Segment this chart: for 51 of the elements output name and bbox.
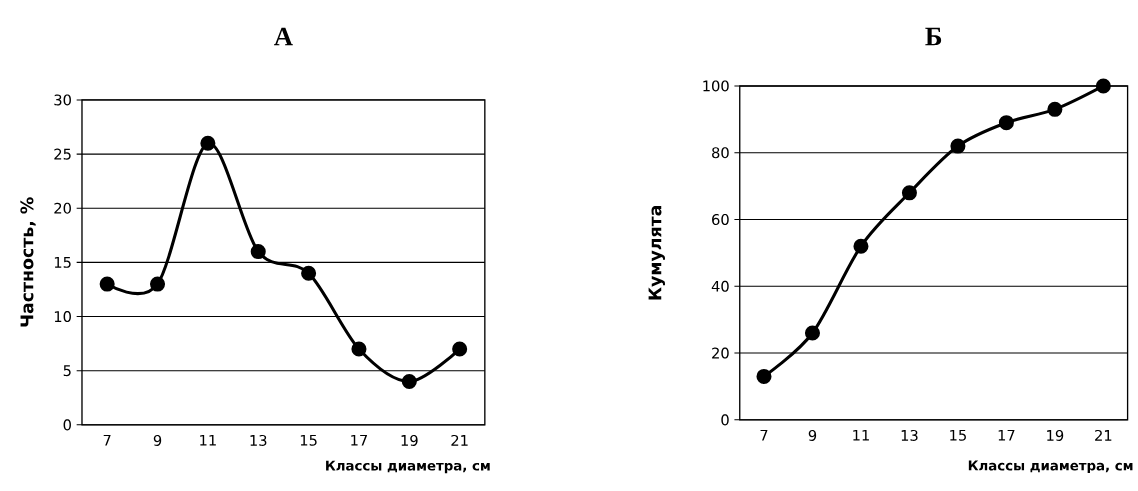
x-tick-label: 11	[853, 429, 869, 441]
point	[401, 374, 417, 390]
x-tick-label: 11	[200, 434, 216, 446]
point	[149, 276, 166, 292]
x-tick-label: 15	[950, 429, 966, 441]
x-tick-label: 17	[351, 434, 368, 446]
point	[1095, 78, 1111, 94]
x-tick-label: 7	[103, 434, 111, 446]
x-tick-label: 15	[300, 434, 317, 446]
point	[853, 238, 869, 254]
point	[200, 135, 216, 151]
y-axis-title: Частность, %	[20, 197, 36, 327]
x-axis-title: Классы диаметра, см	[326, 460, 490, 474]
y-tick-label: 15	[54, 257, 71, 268]
y-tick-label: 100	[703, 80, 729, 92]
x-tick-label: 9	[808, 429, 817, 442]
point	[804, 325, 821, 341]
point	[901, 185, 917, 201]
x-axis-title: Классы диаметра, см	[968, 460, 1133, 474]
point	[99, 276, 115, 292]
y-tick-label: 60	[712, 214, 729, 226]
y-tick-label: 25	[54, 148, 71, 160]
point	[301, 265, 317, 281]
y-tick-label: 30	[54, 94, 71, 106]
x-tick-label: 21	[451, 434, 468, 446]
point	[452, 341, 468, 357]
y-tick-label: 10	[54, 311, 71, 323]
y-tick-label: 0	[63, 419, 71, 431]
x-tick-label: 19	[401, 434, 418, 447]
point	[1047, 101, 1063, 117]
y-tick-label: 20	[712, 347, 729, 359]
x-tick-label: 13	[901, 429, 918, 442]
x-tick-label: 9	[153, 434, 162, 447]
x-tick-label: 13	[250, 434, 267, 447]
chart-title: Б	[925, 27, 942, 46]
y-axis-title: Кумулята	[648, 206, 665, 300]
y-tick-label: 80	[712, 147, 729, 159]
x-tick-label: 17	[998, 429, 1015, 441]
point	[998, 115, 1014, 131]
chart-title: А	[274, 27, 293, 46]
point	[351, 341, 367, 357]
x-tick-label: 19	[1047, 429, 1064, 442]
y-tick-label: 40	[711, 280, 729, 292]
x-tick-label: 7	[760, 429, 768, 441]
point	[756, 368, 772, 385]
point	[950, 138, 966, 154]
x-tick-label: 21	[1095, 429, 1112, 441]
y-tick-label: 5	[63, 365, 71, 377]
y-tick-label: 0	[721, 414, 729, 426]
point	[250, 244, 266, 260]
y-tick-label: 20	[54, 202, 71, 214]
